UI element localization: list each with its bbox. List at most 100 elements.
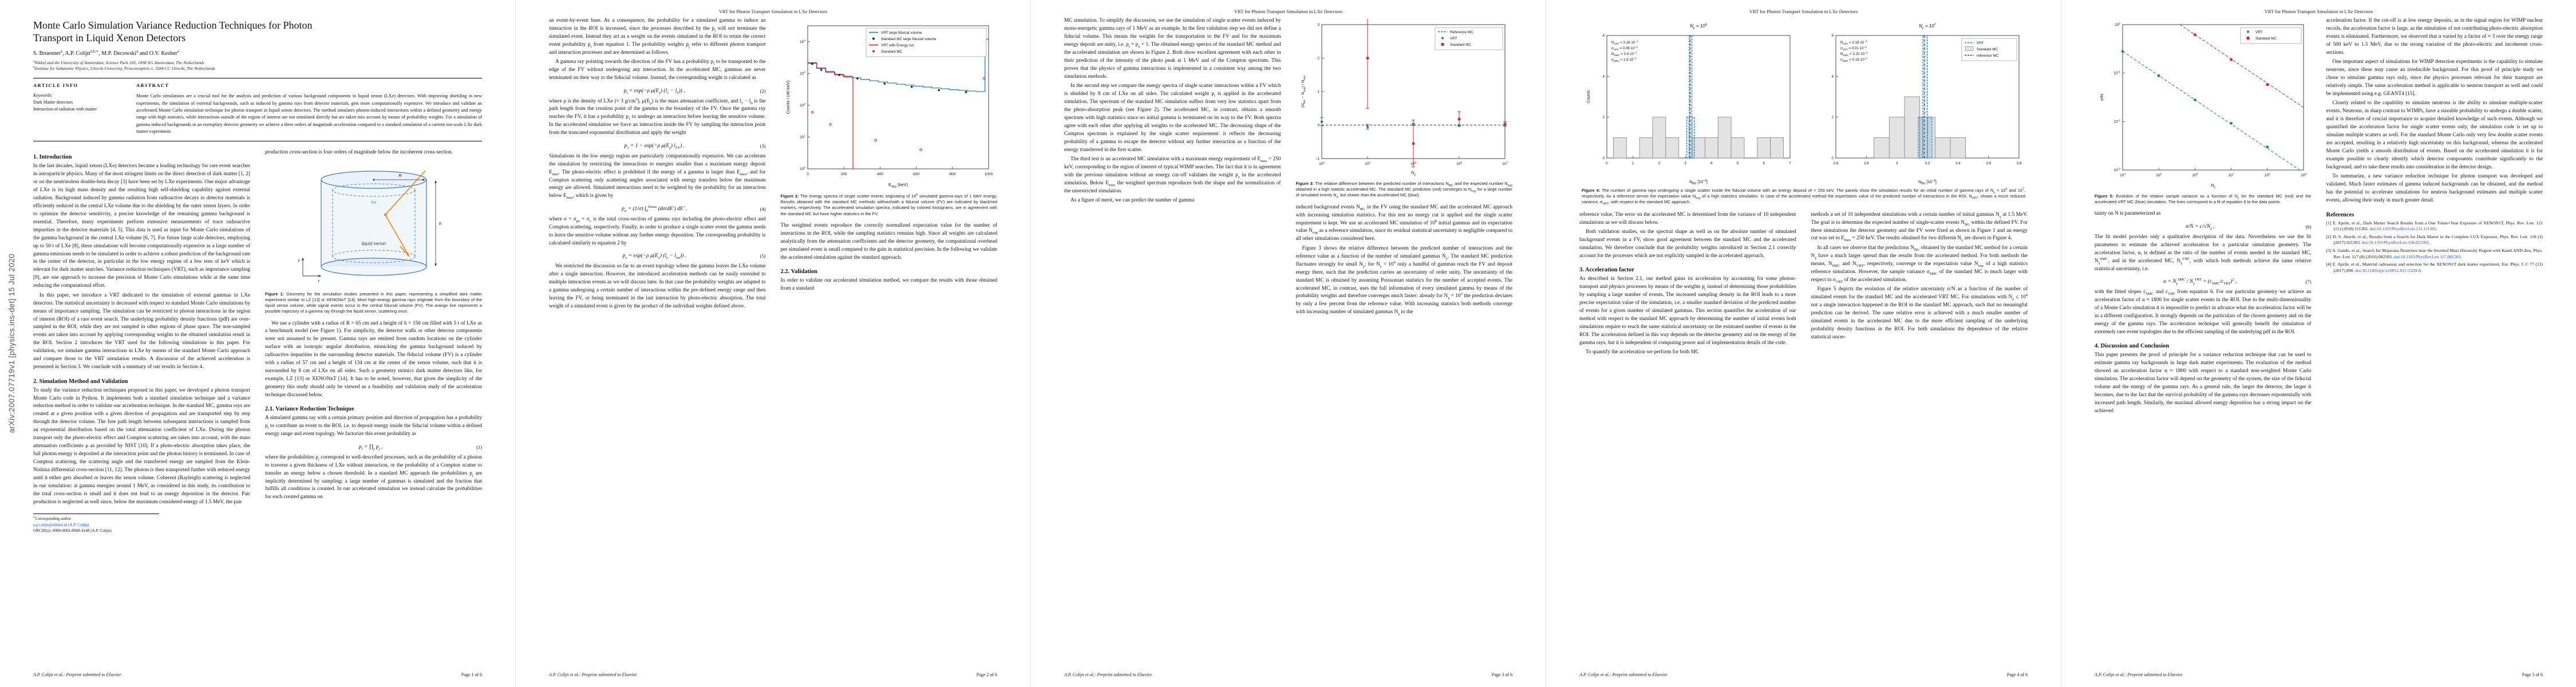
svg-text:NVRT = 3.18·10−3: NVRT = 3.18·10−3 — [1611, 40, 1638, 45]
legend — [866, 27, 987, 57]
page-footer: A.P. Colijn et al.: Preprint submitted t… — [1064, 672, 1512, 677]
legend — [2240, 27, 2302, 44]
svg-text:3: 3 — [1895, 161, 1898, 165]
footer-page-number: Page 5 of 6 — [2522, 672, 2543, 677]
column-right: 0 200 400 600 800 1000 100 101 102 103 104 VRT larg… — [780, 17, 998, 312]
svg-text:103: 103 — [1319, 161, 1325, 166]
figure-5-chart: 104 105 106 107 108 109 100 10-1 10-2 10-3 VRT Stan… — [2099, 22, 2306, 189]
svg-text:200: 200 — [841, 172, 847, 176]
svg-text:2: 2 — [1831, 116, 1834, 120]
section-heading: 1. Introduction — [33, 154, 72, 161]
svg-text:VRT: VRT — [1450, 37, 1457, 41]
svg-text:100: 100 — [2115, 22, 2120, 27]
page-body: an event-by-event base. As a consequence… — [549, 17, 997, 661]
section-heading: References — [2326, 211, 2354, 218]
doi-link[interactable]: doi:10.1103/PhysRevLett.118.021303 — [2361, 240, 2429, 246]
figure-1-diagram: Rh z r liquid xenon FV — [297, 170, 441, 283]
equation-body: pe = exp(−ρ μ(Ee) (le − lint)) . — [622, 253, 687, 260]
svg-text:reference MC: reference MC — [1977, 54, 1999, 58]
doi-link[interactable]: doi:10.1140/epjc/s10052-017-5329-0 — [2355, 267, 2421, 273]
column-left: 1. Introduction In the last decades, liqu… — [33, 149, 250, 534]
equation: pe = exp(−ρ μ(Ee) (le − lint)) . (5) — [549, 253, 766, 260]
body-paragraph: tainty on N is parameterized as — [2095, 211, 2161, 217]
body-paragraph: In the last decades, liquid xenon (LXe) … — [33, 163, 250, 289]
svg-text:108: 108 — [2265, 172, 2270, 177]
svg-text:R: R — [398, 173, 402, 178]
svg-text:2: 2 — [1602, 116, 1605, 120]
column-right: acceleration factor. If the cut-off is a… — [2326, 17, 2543, 417]
svg-text:z: z — [297, 259, 300, 263]
keyword-item: Interaction of radiation with matter — [33, 106, 97, 112]
reference-item: [2] D. S. Akerib, et al., Results from a… — [2326, 234, 2543, 246]
svg-text:Nγ = 107: Nγ = 107 — [1919, 23, 1937, 30]
column-left: MC simulation. To simplify the discussio… — [1064, 17, 1281, 318]
reference-item: [3] A. Gando, et al., Search for Majoran… — [2326, 248, 2543, 259]
body-paragraph: To study the variance reduction techniqu… — [33, 387, 250, 505]
svg-text:0: 0 — [1831, 156, 1834, 160]
footnote-email[interactable]: a.p.colijn@nikhef.nl (A.P. Colijn) — [33, 522, 89, 527]
svg-text:102: 102 — [800, 102, 805, 108]
svg-text:-1: -1 — [1316, 157, 1319, 161]
body-paragraph: acceleration factor. If the cut-off is a… — [2326, 18, 2543, 56]
section-heading: 2. Simulation Method and Validation — [33, 378, 128, 385]
abstract-heading: ABSTRACT — [136, 82, 169, 89]
svg-text:NBG [10−3]: NBG [10−3] — [1689, 179, 1708, 185]
body-paragraph: A simulated gamma ray with a certain pri… — [265, 415, 482, 437]
equation-number: (7) — [2305, 279, 2312, 285]
running-header: VRT for Photon Transport Simulation in L… — [1234, 9, 1343, 14]
equation: pt = exp(−ρ μ(Eγ) (l1 − l0)) , (2) — [549, 88, 766, 95]
svg-text:VRT: VRT — [1977, 41, 1984, 45]
abstract-text: Monte Carlo simulations are a crucial to… — [136, 93, 482, 134]
svg-text:106: 106 — [2192, 172, 2198, 177]
two-column-layout: MC simulation. To simplify the discussio… — [1064, 17, 1512, 318]
svg-text:liquid xenon: liquid xenon — [361, 241, 386, 246]
equation-number: (3) — [760, 143, 766, 149]
author-line: S. Bruennera, A.P. Colijna,b,∗, M.P. Dec… — [33, 49, 179, 57]
svg-text:600: 600 — [913, 172, 919, 176]
svg-text:10-1: 10-1 — [2114, 70, 2121, 76]
svg-text:VRT large fiducial volume: VRT large fiducial volume — [881, 31, 922, 35]
svg-text:100: 100 — [800, 166, 805, 171]
body-paragraph: where σ = σpe + σc is the total cross-se… — [549, 216, 766, 246]
two-column-layout: an event-by-event base. As a consequence… — [549, 17, 997, 312]
figure-2-chart: 0 200 400 600 800 1000 100 101 102 103 104 VRT larg… — [785, 25, 993, 188]
svg-text:3.2: 3.2 — [1925, 161, 1930, 165]
running-header: VRT for Photon Transport Simulation in L… — [1749, 9, 1858, 14]
running-header: VRT for Photon Transport Simulation in L… — [718, 9, 828, 14]
svg-text:2.8: 2.8 — [1864, 161, 1869, 165]
svg-text:5: 5 — [1736, 161, 1739, 165]
figure-2: 0 200 400 600 800 1000 100 101 102 103 104 VRT larg… — [781, 19, 998, 191]
svg-text:1000: 1000 — [985, 172, 993, 176]
body-paragraph: We restricted the discussion so far to a… — [549, 263, 766, 309]
body-paragraph: MC simulation. To simplify the discussio… — [1064, 18, 1281, 80]
svg-text:109: 109 — [2301, 172, 2306, 177]
section-heading: 3. Acceleration factor — [1579, 267, 1634, 274]
svg-text:σ/N: σ/N — [2099, 94, 2104, 101]
arxiv-watermark-text: arXiv:2007.07719v1 [physics.ins-det] 15 … — [7, 254, 16, 433]
svg-text:10-3: 10-3 — [2114, 167, 2121, 172]
doi-link[interactable]: doi:10.1103/PhysRevLett.121.111302 — [2369, 226, 2437, 232]
svg-text:Standard MC large fiducial vol: Standard MC large fiducial volume — [881, 37, 937, 41]
svg-text:4: 4 — [1602, 74, 1605, 78]
svg-text:σVRT = 0.08·10−3: σVRT = 0.08·10−3 — [1611, 45, 1638, 50]
svg-text:0: 0 — [1606, 161, 1608, 165]
doi-link[interactable]: doi:10.1103/PhysRevLett.117.082503 — [2393, 254, 2461, 259]
body-paragraph: Both validation studies, on the spectral… — [1579, 229, 1796, 259]
reference-item: [4] E. Aprile, et al., Material radioass… — [2326, 262, 2543, 273]
svg-text:7: 7 — [1789, 161, 1791, 165]
affiliation-line: aNikhef and the University of Amsterdam,… — [33, 60, 204, 65]
svg-text:Standard MC: Standard MC — [1977, 48, 1998, 52]
equation-body: p1 = 1 − exp(−ρ μ(Eγ) lFV) , — [624, 143, 685, 150]
svg-text:1: 1 — [1317, 90, 1319, 94]
equation-body: σ/N = c/√Nγ , — [2185, 223, 2215, 231]
svg-text:NBG [10−3]: NBG [10−3] — [1918, 179, 1937, 185]
svg-text:2.6: 2.6 — [1833, 161, 1838, 165]
svg-text:103: 103 — [800, 71, 805, 76]
body-paragraph: methods a set of 10 independent simulati… — [1811, 211, 2028, 243]
two-column-layout: 1. Introduction In the last decades, liqu… — [33, 149, 482, 534]
footer-page-number: Page 1 of 6 — [461, 672, 482, 677]
body-paragraph: The weighted events reproduce the correc… — [780, 222, 998, 260]
page-body: Monte Carlo Simulation Variance Reductio… — [33, 19, 482, 663]
svg-text:2: 2 — [1658, 161, 1660, 165]
